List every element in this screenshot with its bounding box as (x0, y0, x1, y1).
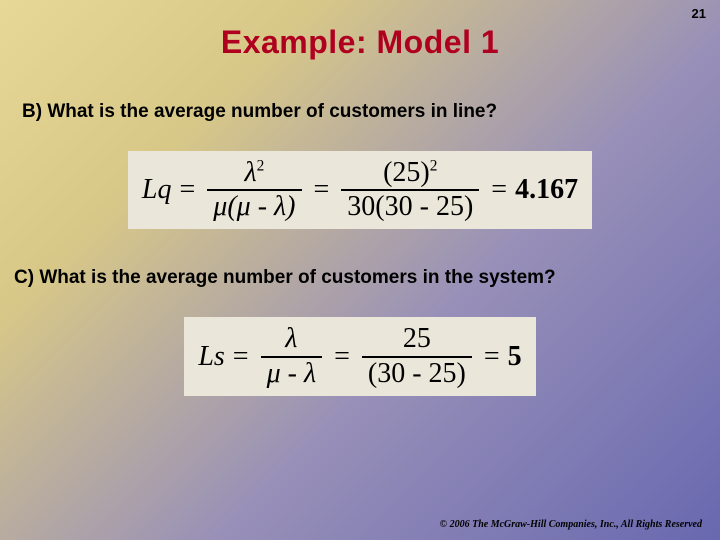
eq-c-numeric-fraction: 25 (30 - 25) (362, 323, 472, 389)
equals-sign: = (484, 341, 500, 373)
equals-sign: = (179, 174, 195, 206)
eq-c-sym-denominator: μ - λ (261, 358, 323, 390)
eq-b-numeric-fraction: (25)2 30(30 - 25) (341, 157, 479, 223)
eq-b-sym-denominator: μ(μ - λ) (207, 191, 301, 223)
eq-c-result: 5 (508, 341, 522, 373)
copyright-text: © 2006 The McGraw-Hill Companies, Inc., … (440, 519, 702, 530)
eq-c-num-numerator: 25 (397, 323, 437, 355)
eq-c-sym-numerator: λ (279, 323, 303, 355)
equals-sign: = (314, 174, 330, 206)
eq-c-symbolic-fraction: λ μ - λ (261, 323, 323, 389)
eq-c-lhs: Ls (198, 341, 224, 373)
equation-c: Ls = λ μ - λ = 25 (30 - 25) = 5 (184, 317, 535, 395)
eq-b-symbolic-fraction: λ2 μ(μ - λ) (207, 157, 301, 223)
equation-b-wrap: Lq = λ2 μ(μ - λ) = (25)2 30(30 - 25) = 4… (0, 151, 720, 229)
eq-b-num-numerator-exp: 2 (430, 158, 438, 175)
eq-b-lhs: Lq (142, 174, 172, 206)
eq-b-result: 4.167 (515, 174, 578, 206)
question-b: B) What is the average number of custome… (22, 101, 720, 123)
equals-sign: = (491, 174, 507, 206)
equation-b: Lq = λ2 μ(μ - λ) = (25)2 30(30 - 25) = 4… (128, 151, 592, 229)
page-number: 21 (692, 6, 706, 21)
equation-c-wrap: Ls = λ μ - λ = 25 (30 - 25) = 5 (0, 317, 720, 395)
eq-b-sym-exp: 2 (257, 158, 265, 175)
eq-b-num-denominator: 30(30 - 25) (341, 191, 479, 223)
equals-sign: = (233, 341, 249, 373)
eq-b-sym-numerator: λ (244, 157, 256, 188)
eq-c-num-denominator: (30 - 25) (362, 358, 472, 390)
question-c: C) What is the average number of custome… (14, 267, 720, 289)
slide-title: Example: Model 1 (0, 0, 720, 61)
eq-b-num-numerator-base: (25) (383, 157, 430, 188)
equals-sign: = (334, 341, 350, 373)
